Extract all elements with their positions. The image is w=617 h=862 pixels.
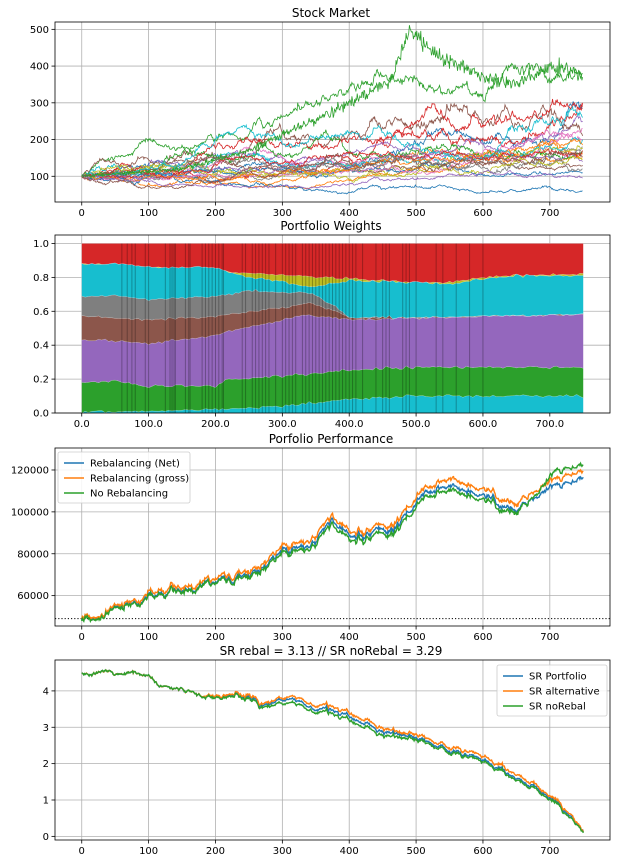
series-line-sr-norebal: [81, 668, 584, 834]
x-tick-label: 300: [273, 846, 292, 857]
y-tick-label: 400: [30, 62, 49, 73]
y-tick-label: 4: [43, 686, 49, 697]
x-tick-label: 300.0: [268, 419, 297, 430]
y-tick-label: 100: [30, 172, 49, 183]
sharpe-ratio-chart: SR rebal = 3.13 // SR noRebal = 3.29 0 10…: [43, 644, 611, 857]
x-tick-label: 500.0: [402, 419, 431, 430]
x-tick-label: 600: [473, 632, 492, 643]
x-tick-label: 0: [79, 632, 85, 643]
plot-frame: [54, 21, 611, 203]
portfolio-performance-title: Porfolio Performance: [269, 432, 394, 446]
x-tick-label: 500: [407, 208, 426, 219]
x-tick-label: 400: [340, 208, 359, 219]
y-tick-label: 0.6: [33, 307, 49, 318]
stock-price-line: [81, 148, 583, 180]
y-tick-label: 80000: [17, 549, 49, 560]
y-tick-label: 0.4: [33, 341, 49, 352]
legend-label: Rebalancing (Net): [90, 459, 180, 470]
x-tick-label: 200: [206, 208, 225, 219]
x-tick-label: 200.0: [201, 419, 230, 430]
stock-market-title: Stock Market: [292, 6, 371, 20]
x-tick-label: 100: [139, 846, 158, 857]
x-tick-label: 700.0: [535, 419, 564, 430]
series-line-no-rebalancing: [81, 461, 584, 624]
stock-price-line: [81, 155, 583, 183]
stock-price-line: [81, 145, 583, 179]
y-tick-label: 1: [43, 796, 49, 807]
y-tick-label: 500: [30, 25, 49, 36]
x-tick-label: 400: [340, 846, 359, 857]
y-tick-label: 100000: [11, 507, 49, 518]
x-tick-label: 700: [540, 632, 559, 643]
x-tick-label: 200: [206, 846, 225, 857]
x-tick-label: 600.0: [469, 419, 498, 430]
y-tick-label: 0.8: [33, 273, 49, 284]
x-tick-label: 100.0: [134, 419, 163, 430]
y-tick-label: 2: [43, 759, 49, 770]
legend-label: No Rebalancing: [90, 489, 168, 500]
y-tick-label: 60000: [17, 591, 49, 602]
legend-box: [496, 664, 608, 717]
legend-label: SR alternative: [529, 687, 600, 698]
stock-price-line: [81, 128, 583, 183]
stock-price-line: [81, 98, 583, 178]
x-tick-label: 600: [473, 208, 492, 219]
legend-label: SR Portfolio: [529, 672, 587, 683]
plot-frame: [54, 659, 611, 841]
stock-price-line: [81, 150, 583, 190]
portfolio-weights-title: Portfolio Weights: [280, 219, 381, 233]
y-tick-label: 3: [43, 723, 49, 734]
y-tick-label: 0.0: [33, 409, 49, 420]
x-tick-label: 0: [79, 208, 85, 219]
y-tick-label: 1.0: [33, 239, 49, 250]
legend-box: [57, 451, 191, 504]
plot-frame: [54, 234, 611, 414]
weight-area-layer: [81, 243, 584, 284]
x-tick-label: 500: [407, 846, 426, 857]
x-tick-label: 600: [473, 846, 492, 857]
legend: Rebalancing (Net) Rebalancing (gross) No R…: [57, 451, 191, 504]
sharpe-ratio-title: SR rebal = 3.13 // SR noRebal = 3.29: [220, 644, 443, 658]
legend-label: SR noRebal: [529, 702, 586, 713]
stock-price-line: [81, 169, 583, 190]
plot-frame: [54, 447, 611, 627]
y-tick-label: 120000: [11, 465, 49, 476]
stock-price-line: [81, 153, 583, 180]
stock-price-line-highlight: [81, 25, 583, 180]
x-tick-label: 100: [139, 208, 158, 219]
x-tick-label: 0: [79, 846, 85, 857]
series-line-rebalancing-gross-: [81, 468, 584, 622]
portfolio-weights-chart: Portfolio Weights 0.0 100.0 200.0 300.0 400.…: [33, 219, 611, 430]
y-tick-label: 0: [43, 832, 49, 843]
portfolio-performance-chart: Porfolio Performance 0 100 200 300 400 500 600…: [11, 432, 611, 643]
stock-price-line: [81, 156, 583, 178]
x-tick-label: 200: [206, 632, 225, 643]
x-tick-label: 400: [340, 632, 359, 643]
x-tick-label: 0.0: [74, 419, 90, 430]
y-tick-label: 200: [30, 135, 49, 146]
x-tick-label: 100: [139, 632, 158, 643]
x-tick-label: 400.0: [335, 419, 364, 430]
x-tick-label: 700: [540, 208, 559, 219]
y-tick-label: 0.2: [33, 375, 49, 386]
x-tick-label: 300: [273, 632, 292, 643]
stock-price-line: [81, 171, 583, 195]
legend: SR Portfolio SR alternative SR noRebal: [496, 664, 608, 717]
legend-label: Rebalancing (gross): [90, 474, 189, 485]
x-tick-label: 300: [273, 208, 292, 219]
y-tick-label: 300: [30, 98, 49, 109]
stock-price-line: [81, 123, 583, 179]
x-tick-label: 700: [540, 846, 559, 857]
x-tick-label: 500: [407, 632, 426, 643]
stock-market-chart: Stock Market 0 100 200 300 400 500 600 700 100 20…: [30, 6, 611, 219]
